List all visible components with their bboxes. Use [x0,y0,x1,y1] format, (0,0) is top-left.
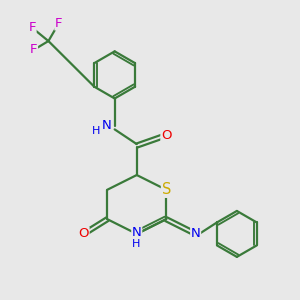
Text: H: H [92,126,100,136]
Text: F: F [28,21,36,34]
Text: S: S [161,182,171,197]
Text: F: F [55,17,62,30]
Text: F: F [30,44,38,56]
Text: N: N [101,119,111,132]
Text: O: O [161,129,171,142]
Text: H: H [132,239,140,249]
Text: N: N [191,227,200,240]
Text: N: N [132,226,142,239]
Text: O: O [79,227,89,240]
